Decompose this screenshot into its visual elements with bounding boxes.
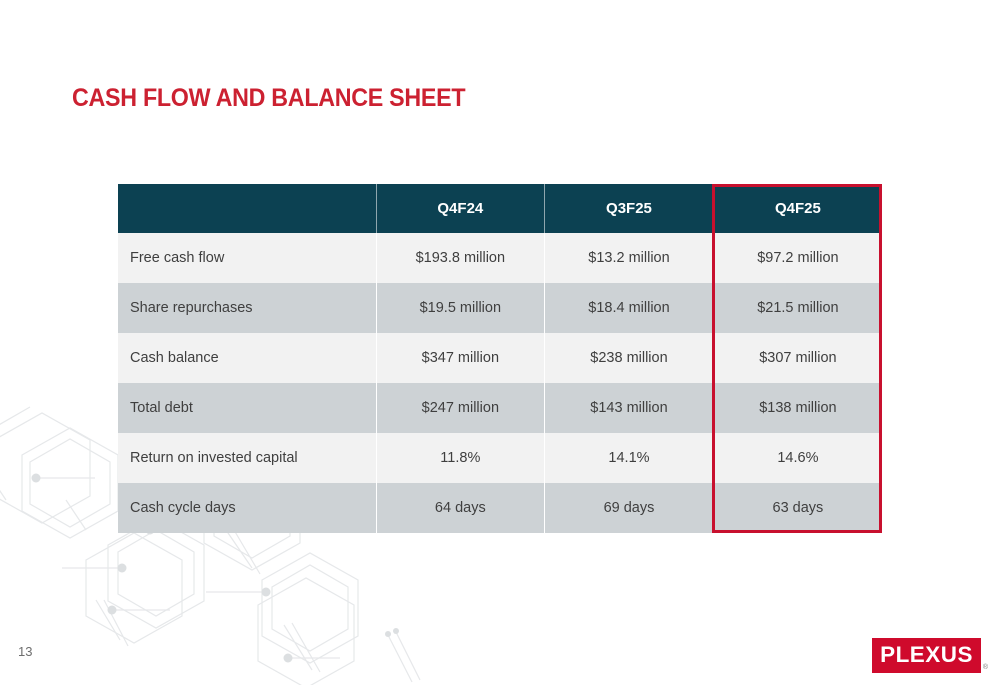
cell-q4f24: $347 million — [376, 333, 546, 383]
cell-q3f25: $238 million — [544, 333, 714, 383]
row-label: Return on invested capital — [118, 433, 377, 483]
row-label: Total debt — [118, 383, 377, 433]
cell-q4f24: 11.8% — [376, 433, 546, 483]
cell-q3f25: $143 million — [544, 383, 714, 433]
logo-box: PLEXUS — [871, 638, 981, 673]
cash-flow-balance-table-container: Q4F24 Q3F25 Q4F25 Free cash flow $193.8 … — [118, 184, 882, 533]
cell-q3f25: $18.4 million — [544, 283, 714, 333]
cell-q4f24: $193.8 million — [376, 233, 546, 283]
cell-q4f25: $138 million — [713, 383, 882, 433]
table-row: Cash balance $347 million $238 million $… — [118, 333, 882, 383]
column-header-metric — [118, 184, 377, 233]
page-title: CASH FLOW AND BALANCE SHEET — [72, 84, 466, 112]
cell-q3f25: $13.2 million — [544, 233, 714, 283]
row-label: Share repurchases — [118, 283, 377, 333]
table-row: Share repurchases $19.5 million $18.4 mi… — [118, 283, 882, 333]
table-row: Cash cycle days 64 days 69 days 63 days — [118, 483, 882, 533]
cell-q4f25: 63 days — [713, 483, 882, 533]
column-header-q4f25: Q4F25 — [713, 184, 882, 233]
cell-q4f25: $97.2 million — [713, 233, 882, 283]
table-row: Return on invested capital 11.8% 14.1% 1… — [118, 433, 882, 483]
row-label: Free cash flow — [118, 233, 377, 283]
plexus-logo: PLEXUS ® — [871, 638, 988, 673]
registered-trademark-icon: ® — [982, 664, 988, 671]
row-label: Cash cycle days — [118, 483, 377, 533]
logo-wordmark: PLEXUS — [879, 642, 973, 667]
column-header-q3f25: Q3F25 — [544, 184, 714, 233]
cell-q4f24: $19.5 million — [376, 283, 546, 333]
page-number: 13 — [18, 644, 33, 659]
row-label: Cash balance — [118, 333, 377, 383]
cash-flow-balance-table: Q4F24 Q3F25 Q4F25 Free cash flow $193.8 … — [118, 184, 882, 533]
cell-q3f25: 14.1% — [544, 433, 714, 483]
cell-q4f25: 14.6% — [713, 433, 882, 483]
cell-q3f25: 69 days — [544, 483, 714, 533]
cell-q4f25: $21.5 million — [713, 283, 882, 333]
cell-q4f24: 64 days — [376, 483, 546, 533]
cell-q4f25: $307 million — [713, 333, 882, 383]
table-row: Free cash flow $193.8 million $13.2 mill… — [118, 233, 882, 283]
table-row: Total debt $247 million $143 million $13… — [118, 383, 882, 433]
table-header-row: Q4F24 Q3F25 Q4F25 — [118, 184, 882, 233]
cell-q4f24: $247 million — [376, 383, 546, 433]
column-header-q4f24: Q4F24 — [376, 184, 546, 233]
